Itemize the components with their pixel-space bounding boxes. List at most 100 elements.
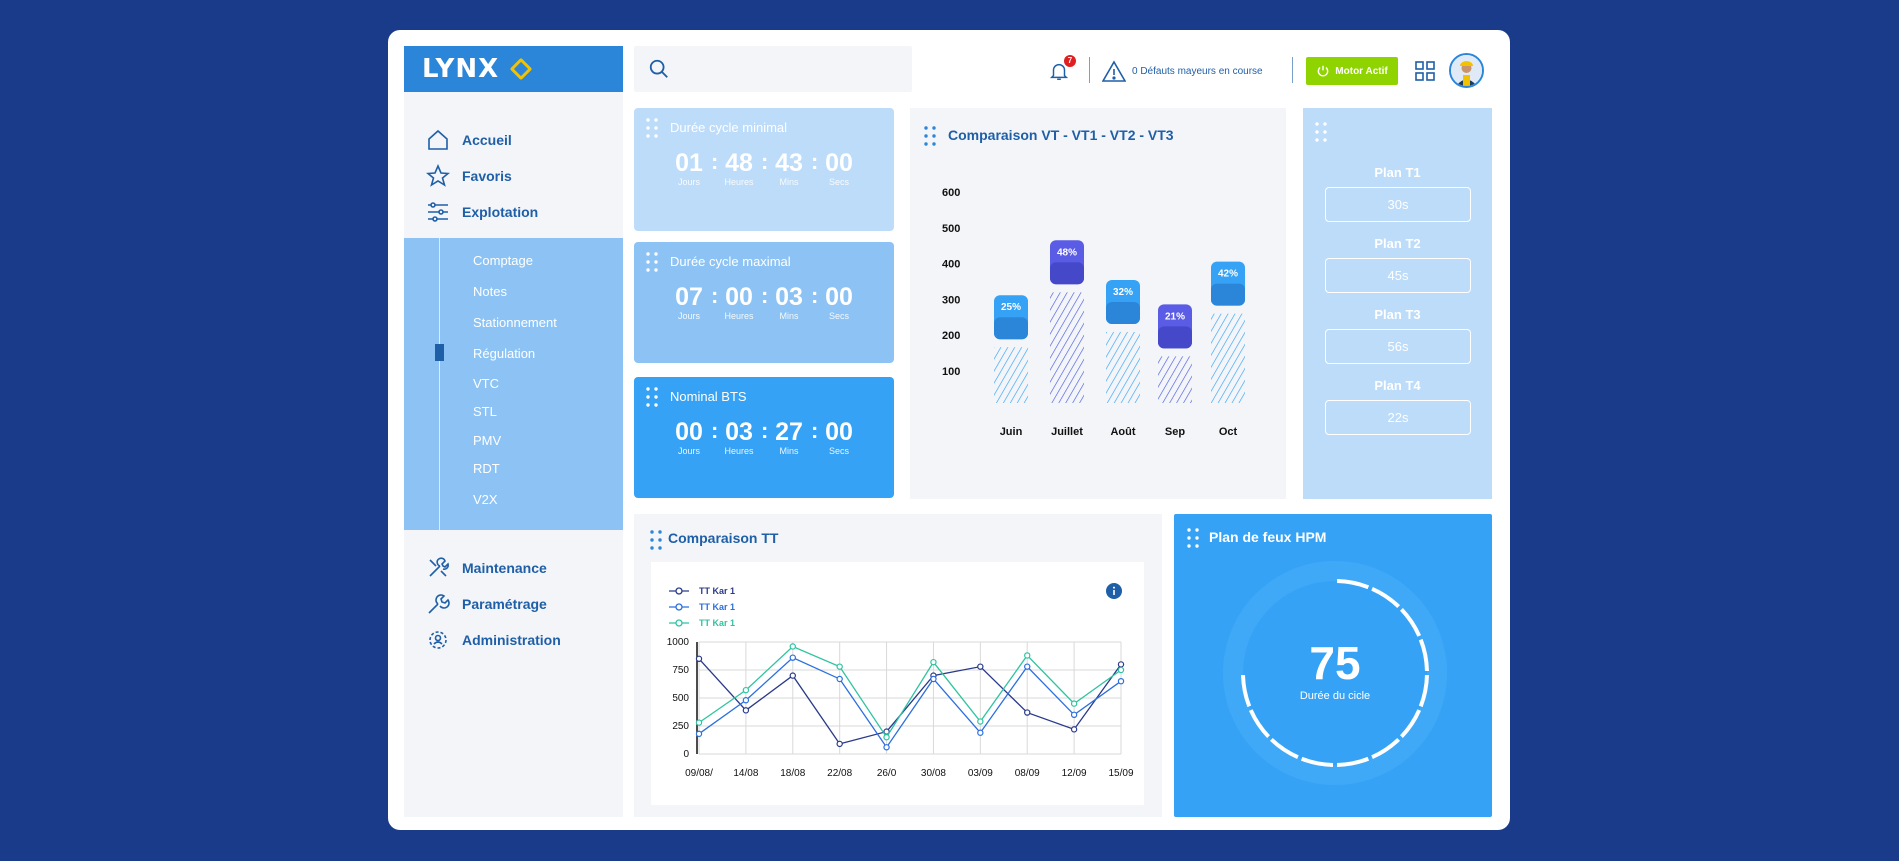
- gauge-segment: [1371, 586, 1401, 609]
- submenu-item-rdt[interactable]: RDT: [473, 461, 500, 476]
- data-point: [1070, 711, 1078, 718]
- gauge-panel: Plan de feux HPM 75 Durée du cicle: [1174, 514, 1492, 817]
- avatar[interactable]: [1449, 53, 1484, 88]
- bar-data-label: 48%: [1057, 247, 1077, 258]
- x-tick-label: Juin: [1000, 426, 1023, 438]
- sidebar-item-accueil[interactable]: Accueil: [426, 128, 512, 152]
- bar-shade: [1050, 262, 1084, 285]
- sliders-icon: [428, 202, 448, 222]
- active-marker: [435, 344, 444, 361]
- data-point: [789, 654, 796, 661]
- bar-hatch: [1158, 356, 1192, 403]
- plan-value[interactable]: 30s: [1325, 187, 1471, 222]
- submenu-item-comptage[interactable]: Comptage: [473, 253, 533, 268]
- defects-text: 0 Défauts mayeurs en course: [1132, 65, 1263, 77]
- data-point: [883, 733, 890, 741]
- sidebar-item-administration[interactable]: Administration: [426, 628, 561, 652]
- submenu-item-regulation[interactable]: Régulation: [473, 346, 536, 361]
- gauge-label: Durée du cicle: [1299, 690, 1371, 702]
- separator: :: [711, 418, 719, 443]
- gauge-segment: [1418, 674, 1429, 708]
- submenu-item-stl[interactable]: STL: [473, 404, 497, 419]
- days-label: Jours: [677, 311, 700, 321]
- drag-handle-icon[interactable]: [646, 118, 658, 138]
- y-tick-label: 100: [942, 366, 960, 378]
- line-chart-panel: Comparaison TT TT Kar 1 TT Kar 1 TT Kar 1 0…: [634, 514, 1162, 817]
- logo-mark-icon: [509, 57, 533, 81]
- y-tick-label: 750: [672, 665, 689, 676]
- sidebar-item-explotation[interactable]: Explotation: [426, 200, 538, 224]
- gauge-segment: [1241, 674, 1252, 708]
- y-tick-label: 0: [683, 749, 689, 760]
- defects-status[interactable]: 0 Défauts mayeurs en course: [1102, 60, 1263, 82]
- y-tick-label: 600: [942, 187, 960, 199]
- drag-handle-icon[interactable]: [646, 252, 658, 272]
- sidebar-item-maintenance[interactable]: Maintenance: [426, 556, 547, 580]
- logo[interactable]: LYNX: [422, 54, 500, 84]
- gauge-segment: [1269, 737, 1299, 760]
- separator: :: [761, 283, 769, 308]
- y-tick-label: 250: [672, 721, 689, 732]
- panel-title: Comparaison VT - VT1 - VT2 - VT3: [948, 127, 1174, 143]
- submenu-item-v2x[interactable]: V2X: [473, 492, 498, 507]
- data-point: [1024, 663, 1031, 670]
- data-point: [695, 730, 703, 738]
- x-tick-label: 18/08: [780, 768, 805, 779]
- bar-shade: [1211, 283, 1245, 306]
- gauge-segment: [1418, 638, 1429, 672]
- apps-grid-icon[interactable]: [1415, 61, 1435, 81]
- y-tick-label: 500: [942, 223, 960, 235]
- home-icon: [428, 129, 448, 150]
- x-tick-label: Sep: [1165, 426, 1185, 438]
- x-tick-label: 26/0: [877, 768, 897, 779]
- sidebar-item-parametrage[interactable]: Paramétrage: [426, 592, 547, 616]
- data-point: [977, 729, 984, 736]
- motor-active-button[interactable]: Motor Actif: [1306, 57, 1398, 85]
- data-point: [1117, 666, 1125, 674]
- drag-handle-icon[interactable]: [650, 530, 662, 550]
- data-point: [836, 675, 843, 683]
- countdown: 01 Jours : 48 Heures : 43 Mins : 00 Secs: [634, 149, 894, 188]
- data-point: [977, 718, 984, 725]
- star-icon: [426, 164, 450, 187]
- series-line: [698, 658, 1122, 745]
- data-point: [883, 744, 890, 751]
- plan-label: Plan T1: [1374, 165, 1421, 180]
- sidebar-item-favoris[interactable]: Favoris: [426, 164, 512, 188]
- x-tick-label: 09/08/: [685, 768, 713, 779]
- gauge-segment: [1399, 709, 1422, 739]
- legend-marker: [675, 603, 683, 611]
- submenu-item-pmv[interactable]: PMV: [473, 433, 502, 448]
- card-title: Durée cycle minimal: [670, 120, 788, 135]
- drag-handle-icon[interactable]: [924, 126, 936, 146]
- gauge-segment: [1336, 756, 1370, 767]
- wrench-icon: [428, 594, 450, 614]
- data-point: [836, 740, 843, 748]
- series-line: [698, 645, 1122, 739]
- divider: [1089, 57, 1090, 83]
- submenu-item-stationnement[interactable]: Stationnement: [473, 315, 557, 330]
- cycle-gauge: [1223, 561, 1447, 785]
- data-point: [789, 672, 796, 679]
- search-input[interactable]: [634, 46, 912, 92]
- sidebar-item-label: Maintenance: [462, 560, 547, 576]
- secs-value: 00: [825, 149, 853, 177]
- submenu-item-vtc[interactable]: VTC: [473, 376, 499, 391]
- bell-icon[interactable]: [1048, 60, 1070, 82]
- drag-handle-icon[interactable]: [1187, 528, 1199, 548]
- drag-handle-icon[interactable]: [646, 387, 658, 407]
- plan-value[interactable]: 22s: [1325, 400, 1471, 435]
- data-point: [742, 707, 750, 714]
- plan-value[interactable]: 56s: [1325, 329, 1471, 364]
- plan-value[interactable]: 45s: [1325, 258, 1471, 293]
- data-point: [930, 658, 937, 666]
- mins-value: 03: [775, 283, 803, 311]
- line-chart-area: TT Kar 1 TT Kar 1 TT Kar 1 0 250 500 750 1000 09…: [651, 562, 1144, 805]
- search-icon: [649, 59, 668, 78]
- info-icon[interactable]: [1106, 583, 1122, 599]
- submenu-item-notes[interactable]: Notes: [473, 284, 507, 299]
- series-line: [698, 656, 1122, 749]
- legend-label: TT Kar 1: [699, 602, 735, 612]
- drag-handle-icon[interactable]: [1315, 122, 1327, 142]
- bar-data-label: 42%: [1218, 269, 1238, 280]
